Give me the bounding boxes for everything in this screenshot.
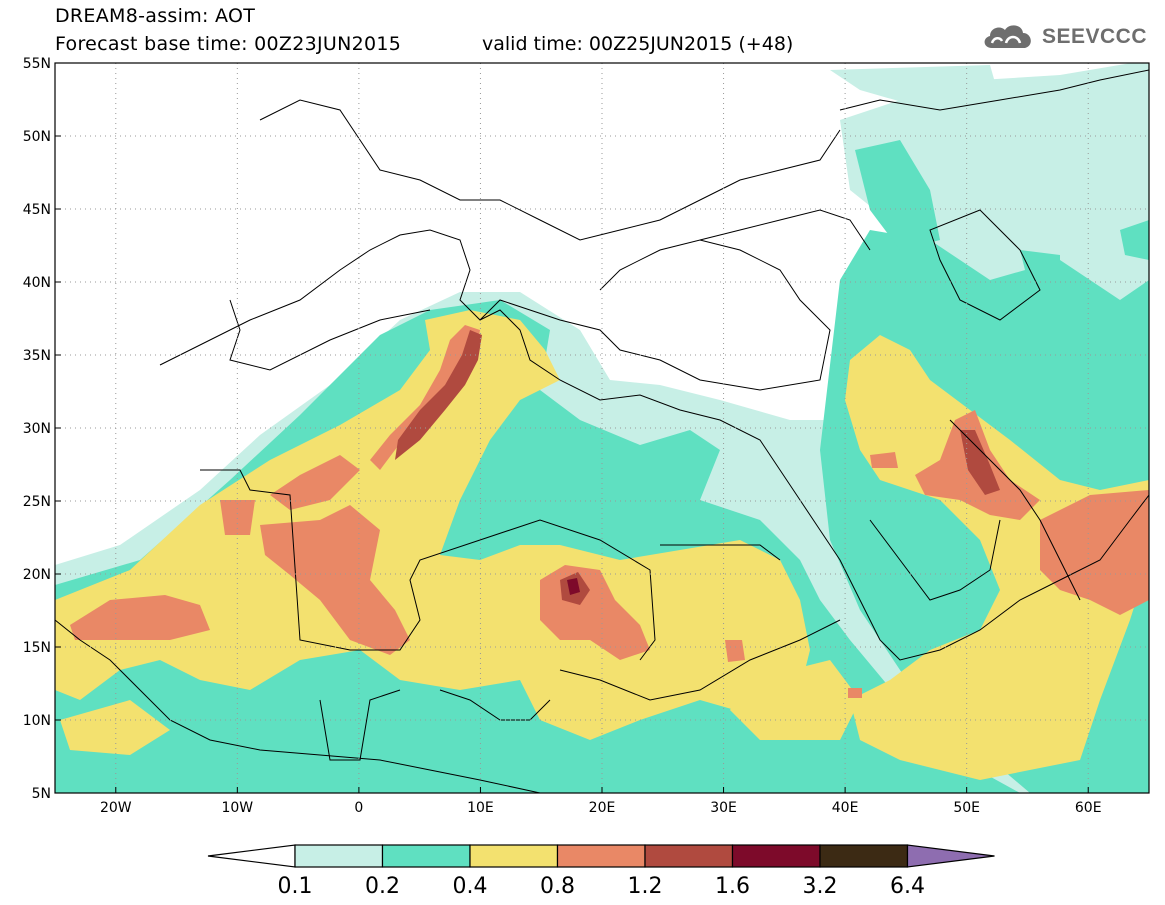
lon-label: 40E — [832, 800, 859, 816]
colorbar-swatch — [731, 844, 821, 868]
colorbar-label: 6.4 — [890, 874, 925, 899]
aot-level-1-6 — [567, 578, 580, 595]
lat-label: 50N — [23, 129, 51, 145]
lon-label: 20W — [100, 800, 132, 816]
lon-label: 0 — [354, 800, 363, 816]
cloud-icon — [984, 25, 1031, 48]
colorbar-swatch — [819, 844, 909, 868]
colorbar-swatch — [644, 844, 734, 868]
logo-text: SEEVCCC — [1041, 25, 1147, 48]
lon-label: 20E — [589, 800, 616, 816]
colorbar-high-triangle — [906, 844, 995, 868]
lat-label: 10N — [23, 713, 51, 729]
lon-label: 10E — [467, 800, 494, 816]
colorbar-swatch — [469, 844, 559, 868]
colorbar-low-triangle — [207, 844, 296, 868]
colorbar-label: 3.2 — [803, 874, 838, 899]
lon-label: 60E — [1075, 800, 1102, 816]
lat-label: 30N — [23, 421, 51, 437]
colorbar-swatch — [381, 844, 471, 868]
colorbar-swatch — [556, 844, 646, 868]
lon-label: 50E — [953, 800, 980, 816]
colorbar-label: 0.8 — [540, 874, 575, 899]
colorbar-label: 1.2 — [628, 874, 663, 899]
lat-label: 15N — [23, 640, 51, 656]
forecast-base-time: Forecast base time: 00Z23JUN2015 — [55, 33, 402, 55]
graticule — [55, 63, 1149, 793]
lon-label: 30E — [710, 800, 737, 816]
lat-label: 40N — [23, 275, 51, 291]
chart-title: DREAM8-assim: AOT — [55, 5, 256, 27]
colorbar-label: 1.6 — [715, 874, 750, 899]
colorbar-swatch — [294, 844, 384, 868]
colorbar-label: 0.4 — [453, 874, 488, 899]
lat-label: 45N — [23, 202, 51, 218]
colorbar-label: 0.2 — [365, 874, 400, 899]
valid-time: valid time: 00Z25JUN2015 (+48) — [482, 33, 794, 55]
lat-label: 25N — [23, 494, 51, 510]
lon-label: 10W — [221, 800, 253, 816]
seevccc-logo: SEEVCCC — [980, 20, 1147, 54]
lat-label: 35N — [23, 348, 51, 364]
colorbar-label: 0.1 — [278, 874, 313, 899]
colorbar: 0.1 0.2 0.4 0.8 1.2 1.6 3.2 6.4 — [207, 844, 995, 899]
lat-label: 20N — [23, 567, 51, 583]
lat-label: 55N — [23, 56, 51, 72]
axis-ticks: 55N 50N 45N 40N 35N 30N 25N 20N 15N 10N 5N 20W 10W 0 1… — [23, 56, 1102, 816]
lat-label: 5N — [32, 786, 51, 802]
